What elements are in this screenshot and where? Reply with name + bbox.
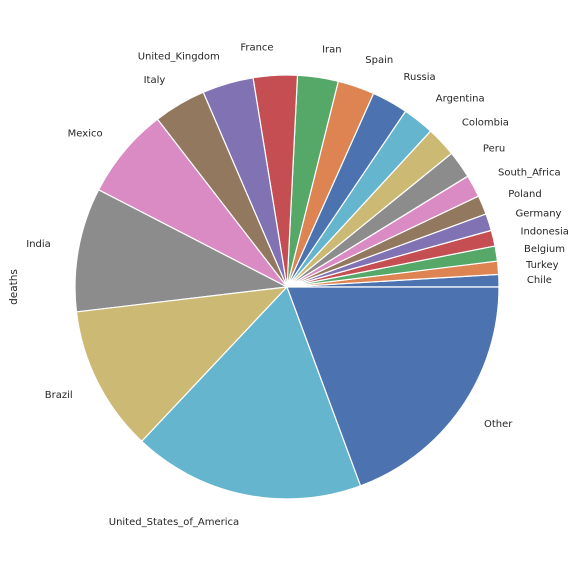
slice-label-other: Other [484, 419, 513, 430]
pie-slices [74, 74, 500, 500]
slice-label-spain: Spain [365, 55, 393, 66]
slice-label-iran: Iran [322, 45, 342, 56]
slice-label-turkey: Turkey [525, 260, 559, 271]
pie-slice-other [286, 286, 500, 487]
pie-slice-brazil [75, 286, 288, 442]
slice-label-united-states-of-america: United_States_of_America [109, 517, 239, 528]
slice-label-south-africa: South_Africa [498, 168, 561, 179]
slice-label-india: India [26, 239, 51, 250]
slice-label-belgium: Belgium [524, 244, 565, 255]
slice-label-germany: Germany [516, 209, 562, 220]
slice-label-united-kingdom: United_Kingdom [138, 52, 220, 63]
slice-label-argentina: Argentina [436, 94, 485, 105]
slice-label-poland: Poland [508, 189, 541, 200]
pie-slice-india [74, 189, 288, 313]
slice-label-mexico: Mexico [68, 128, 103, 139]
slice-label-brazil: Brazil [45, 390, 73, 401]
slice-label-france: France [240, 42, 273, 53]
y-axis-label: deaths [8, 269, 20, 305]
slice-label-chile: Chile [527, 275, 552, 286]
slice-label-indonesia: Indonesia [521, 227, 569, 238]
slice-label-colombia: Colombia [462, 118, 509, 129]
slice-label-russia: Russia [404, 72, 436, 83]
pie-slice-labels: Chile Turkey Belgium Indonesia Germany Poland… [26, 42, 569, 528]
pie-slice-united-states-of-america [141, 286, 362, 500]
slice-label-italy: Italy [144, 75, 166, 86]
slice-label-peru: Peru [483, 143, 505, 154]
